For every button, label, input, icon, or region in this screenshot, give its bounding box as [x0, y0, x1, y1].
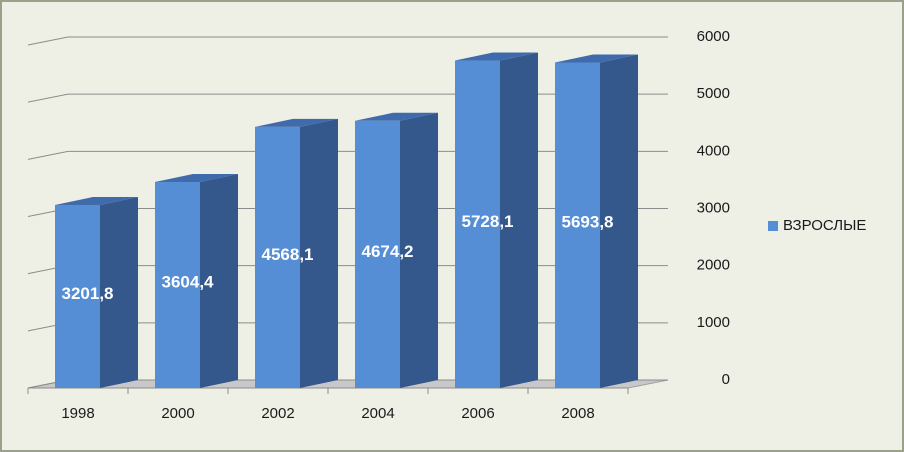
bar-top [455, 52, 538, 61]
legend-label: ВЗРОСЛЫЕ [783, 217, 866, 234]
x-tick-label: 2004 [361, 405, 394, 422]
bar-top [155, 173, 238, 182]
x-tick-label: 2000 [161, 405, 194, 422]
x-tick-label: 2008 [561, 405, 594, 422]
y-tick-label: 6000 [697, 28, 730, 45]
bar-side [400, 112, 438, 388]
value-label: 5693,8 [562, 213, 614, 232]
bar-top [255, 118, 338, 127]
grid-line [27, 36, 668, 46]
value-label: 4568,1 [262, 245, 314, 264]
x-tick-label: 2006 [461, 405, 494, 422]
value-label: 5728,1 [462, 212, 514, 231]
y-tick-label: 3000 [697, 199, 730, 216]
value-label: 4674,2 [362, 242, 414, 261]
value-label: 3604,4 [162, 272, 215, 291]
y-tick-label: 5000 [697, 85, 730, 102]
y-tick-label: 0 [722, 371, 730, 388]
value-label: 3201,8 [62, 284, 114, 303]
bar [55, 204, 100, 388]
bar-side [300, 118, 338, 389]
legend-swatch [768, 221, 778, 231]
bar-side [200, 173, 238, 388]
bar [455, 60, 500, 389]
y-tick-label: 4000 [697, 142, 730, 159]
bar-top [555, 54, 638, 63]
bar [155, 181, 200, 388]
bar-side [500, 52, 538, 389]
bar [555, 62, 600, 389]
bar [255, 126, 300, 389]
bar-side [100, 196, 138, 388]
bar-top [55, 196, 138, 205]
x-tick-label: 2002 [261, 405, 294, 422]
y-tick-label: 1000 [697, 314, 730, 331]
y-tick-label: 2000 [697, 257, 730, 274]
bar [355, 120, 400, 388]
x-tick-label: 1998 [61, 405, 94, 422]
bar-top [355, 112, 438, 121]
bar-side [600, 54, 638, 389]
